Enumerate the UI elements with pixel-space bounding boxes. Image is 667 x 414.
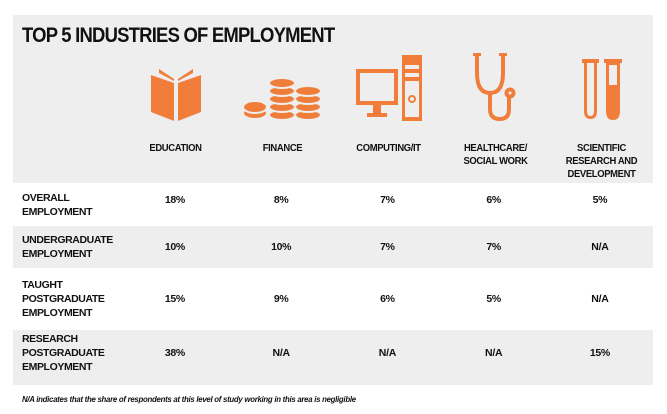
row-label-line: POSTGRADUATE [22,347,105,359]
column-label: DEVELOPMENT [567,168,636,180]
column-education: EDUCATION [122,55,229,155]
column-finance: FINANCE [229,55,336,155]
cell-value: 6% [380,293,395,305]
row-label-line: EMPLOYMENT [22,361,93,373]
cell-value: 15% [164,293,185,305]
row-label-line: EMPLOYMENT [22,205,93,218]
row-label: RESEARCH POSTGRADUATE EMPLOYMENT [13,332,122,374]
table-row: TAUGHT POSTGRADUATE EMPLOYMENT 15% 9% 6%… [13,268,653,330]
stethoscope-icon [442,53,549,121]
row-label-line: RESEARCH [22,333,78,345]
cell-value: 5% [486,293,501,305]
column-healthcare: HEALTHCARE/ SOCIAL WORK [442,53,549,168]
footnote: N/A indicates that the share of responde… [22,394,356,404]
cell-value: 6% [486,194,501,206]
row-label: UNDERGRADUATE EMPLOYMENT [13,233,122,261]
column-label: FINANCE [262,142,302,154]
cell-value: 10% [271,241,292,253]
cell-value: 15% [589,347,610,359]
employment-table: TOP 5 INDUSTRIES OF EMPLOYMENT EDUCATION… [13,15,653,385]
book-icon [122,55,229,121]
coins-icon [229,55,336,121]
cell-value: N/A [591,241,609,253]
table-row: RESEARCH POSTGRADUATE EMPLOYMENT 38% N/A… [13,330,653,385]
column-label: SOCIAL WORK [462,155,528,167]
table-row: OVERALL EMPLOYMENT 18% 8% 7% 6% 5% [13,183,653,226]
row-label: OVERALL EMPLOYMENT [13,191,122,219]
row-label-line: UNDERGRADUATE [22,234,113,246]
cell-value: 18% [164,194,185,206]
column-label: COMPUTING/IT [356,142,421,154]
column-scientific-research: SCIENTIFIC RESEARCH AND DEVELOPMENT [548,55,655,181]
page-title: TOP 5 INDUSTRIES OF EMPLOYMENT [22,24,335,47]
cell-value: 8% [273,194,289,206]
cell-value: 7% [380,194,395,206]
cell-value: N/A [272,347,290,359]
column-label: SCIENTIFIC [577,142,626,154]
cell-value: N/A [378,347,396,359]
table-header: TOP 5 INDUSTRIES OF EMPLOYMENT EDUCATION… [13,15,653,183]
cell-value: 7% [486,241,501,253]
cell-value: 9% [273,293,289,305]
column-label: HEALTHCARE/ [463,142,527,154]
row-label: TAUGHT POSTGRADUATE EMPLOYMENT [13,278,122,320]
row-label-line: TAUGHT [22,279,63,291]
row-label-line: POSTGRADUATE [22,293,105,305]
row-label-line: OVERALL [22,191,70,204]
row-label-line: EMPLOYMENT [22,248,93,260]
row-label-line: EMPLOYMENT [22,307,93,319]
cell-value: N/A [591,293,609,305]
cell-value: 5% [592,194,608,206]
test-tubes-icon [548,55,655,121]
computer-icon [335,55,442,121]
column-label: EDUCATION [149,142,202,154]
cell-value: 10% [164,241,185,253]
cell-value: N/A [485,347,503,359]
cell-value: 38% [164,347,185,359]
column-computing: COMPUTING/IT [335,55,442,155]
table-row: UNDERGRADUATE EMPLOYMENT 10% 10% 7% 7% N… [13,226,653,268]
column-label: RESEARCH AND [565,155,638,167]
cell-value: 7% [380,241,395,253]
